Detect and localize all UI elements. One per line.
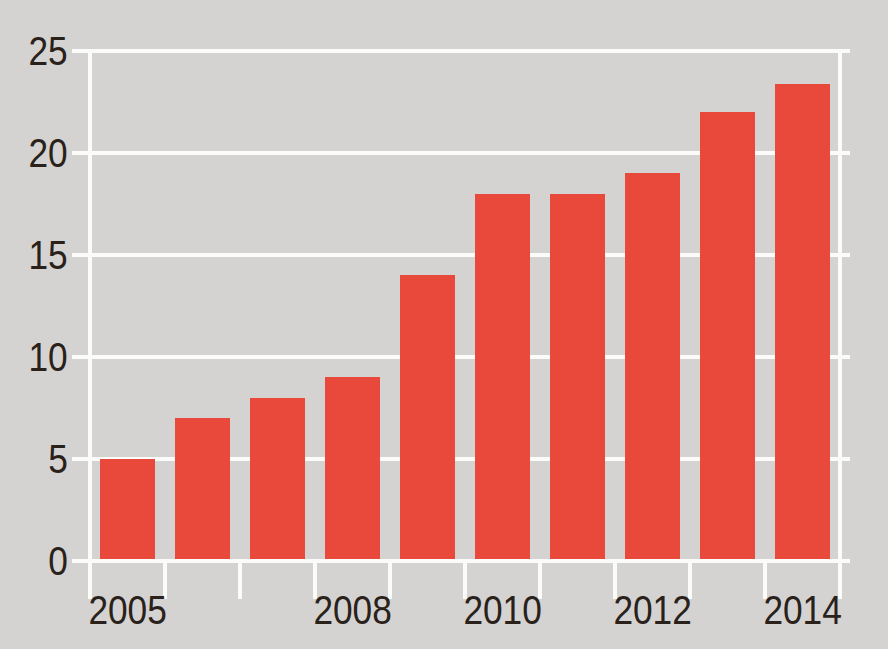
x-axis-tick	[238, 563, 242, 599]
x-axis-tick-label: 2014	[728, 589, 878, 631]
y-axis-tick-text: 10	[29, 336, 68, 378]
y-axis-tick-text: 25	[29, 30, 68, 72]
x-axis-tick-text: 2010	[463, 589, 541, 631]
y-axis-tick-label: 25	[0, 30, 68, 72]
y-axis-tick-text: 0	[48, 540, 68, 582]
gridline-25	[72, 49, 850, 53]
x-axis-baseline	[72, 559, 850, 563]
bar-chart-canvas: 0 5 10 15 20 25 2005 2008 2010 2012 2014	[0, 0, 888, 649]
bar-2008	[325, 377, 380, 559]
x-axis-tick-label: 2008	[278, 589, 428, 631]
bar-2014	[775, 84, 830, 559]
y-axis-line-left	[88, 49, 92, 599]
bar-2006	[175, 418, 230, 559]
x-axis-tick-label: 2005	[53, 589, 203, 631]
x-axis-tick-text: 2014	[763, 589, 841, 631]
bar-2010	[475, 194, 530, 559]
bar-2007	[250, 398, 305, 559]
y-axis-tick-text: 5	[48, 438, 68, 480]
bar-2005	[100, 459, 155, 559]
y-axis-tick-label: 0	[0, 540, 68, 582]
x-axis-tick-label: 2012	[578, 589, 728, 631]
x-axis-tick-text: 2008	[313, 589, 391, 631]
bar-2011	[550, 194, 605, 559]
y-axis-tick-label: 15	[0, 234, 68, 276]
y-axis-tick-text: 15	[29, 234, 68, 276]
y-axis-line-right	[838, 49, 842, 599]
bar-2012	[625, 173, 680, 559]
bar-2009	[400, 275, 455, 559]
y-axis-tick-text: 20	[29, 132, 68, 174]
x-axis-tick-text: 2005	[88, 589, 166, 631]
bar-2013	[700, 112, 755, 559]
x-axis-tick-label: 2010	[428, 589, 578, 631]
y-axis-tick-label: 5	[0, 438, 68, 480]
plot-area: 0 5 10 15 20 25 2005 2008 2010 2012 2014	[0, 0, 888, 649]
y-axis-tick-label: 20	[0, 132, 68, 174]
x-axis-tick-text: 2012	[613, 589, 691, 631]
y-axis-tick-label: 10	[0, 336, 68, 378]
